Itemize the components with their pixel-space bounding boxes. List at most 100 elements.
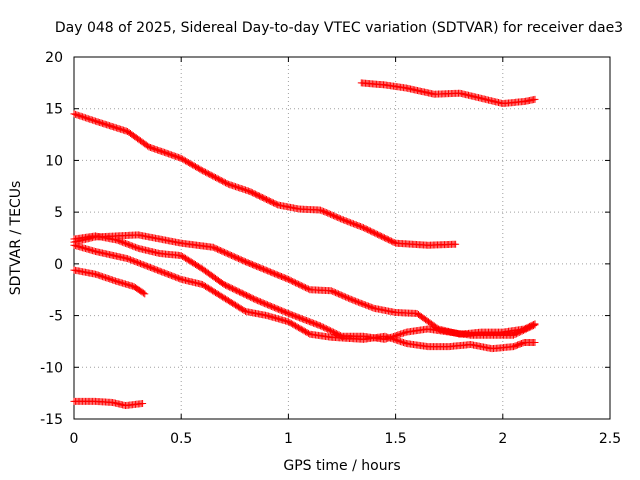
series-arc-1 (70, 110, 460, 249)
data-point (177, 252, 185, 260)
data-point (354, 221, 362, 229)
data-point (343, 294, 351, 302)
series-arc-6 (70, 266, 149, 298)
data-point (139, 261, 147, 269)
data-point (206, 171, 214, 179)
data-point (344, 218, 352, 226)
data-point (127, 242, 135, 250)
data-point (189, 259, 197, 267)
data-point (135, 259, 143, 267)
data-point (286, 276, 294, 284)
data-point (304, 329, 312, 337)
data-point (217, 292, 225, 300)
data-point (517, 328, 525, 336)
data-point (194, 164, 202, 172)
data-point (180, 156, 188, 164)
data-point (289, 277, 297, 285)
chart-title: Day 048 of 2025, Sidereal Day-to-day VTE… (55, 20, 623, 36)
x-tick-label: 2 (498, 431, 507, 447)
data-point (220, 178, 228, 186)
data-point (369, 304, 377, 312)
data-point (349, 296, 357, 304)
data-point (344, 294, 352, 302)
y-tick-label: 15 (45, 102, 63, 118)
data-point (125, 255, 133, 263)
data-point (139, 289, 147, 297)
data-point (317, 322, 325, 330)
data-point (333, 289, 341, 297)
data-point (194, 262, 202, 270)
data-point (300, 283, 308, 291)
data-point (347, 295, 355, 303)
data-point (136, 260, 144, 268)
data-point (133, 244, 141, 252)
data-point (515, 328, 523, 336)
data-point (212, 173, 220, 181)
data-point (340, 292, 348, 300)
data-marks (70, 79, 539, 410)
data-point (337, 215, 345, 223)
data-point (332, 329, 340, 337)
data-point (518, 327, 526, 335)
data-point (304, 285, 312, 293)
x-axis-ticks: 0 0.5 1 1.5 2 2.5 (70, 57, 621, 447)
data-point (203, 283, 211, 291)
data-point (294, 324, 302, 332)
data-point (342, 293, 350, 301)
data-point (335, 214, 343, 222)
x-axis-label: GPS time / hours (283, 458, 400, 474)
data-point (287, 319, 295, 327)
data-point (113, 236, 121, 244)
data-point (319, 207, 327, 215)
data-point (327, 327, 335, 335)
data-point (531, 338, 539, 346)
data-point (296, 281, 304, 289)
data-point (201, 168, 209, 176)
data-point (142, 262, 150, 270)
y-axis-label: SDTVAR / TECUs (8, 181, 24, 296)
data-point (364, 302, 372, 310)
data-point (339, 216, 347, 224)
data-point (131, 243, 139, 251)
data-point (331, 329, 339, 337)
data-point (131, 257, 139, 265)
data-point (327, 210, 335, 218)
data-point (214, 175, 222, 183)
data-point (199, 167, 207, 175)
data-point (213, 290, 221, 298)
data-point (132, 258, 140, 266)
data-point (138, 260, 146, 268)
data-point (203, 169, 211, 177)
data-point (348, 219, 356, 227)
data-point (356, 299, 364, 307)
data-point (233, 302, 241, 310)
data-point (330, 288, 338, 296)
data-point (362, 301, 370, 309)
data-point (207, 286, 215, 294)
data-point (184, 158, 192, 166)
data-point (200, 168, 208, 176)
data-point (124, 240, 132, 248)
data-point (124, 255, 132, 263)
data-point (232, 301, 240, 309)
data-point (366, 303, 374, 311)
data-point (226, 298, 234, 306)
data-point (216, 291, 224, 299)
data-point (367, 303, 375, 311)
x-tick-label: 2.5 (599, 431, 621, 447)
data-point (297, 282, 305, 290)
data-point (186, 159, 194, 167)
data-point (222, 179, 230, 187)
data-point (212, 289, 220, 297)
data-point (229, 299, 237, 307)
data-point (129, 257, 137, 265)
data-point (332, 213, 340, 221)
data-point (327, 287, 335, 295)
data-point (332, 289, 340, 297)
data-point (349, 220, 357, 228)
data-point (183, 255, 191, 263)
y-tick-label: 20 (45, 50, 63, 66)
data-point (359, 300, 367, 308)
x-tick-label: 0.5 (170, 431, 192, 447)
data-point (524, 324, 532, 332)
